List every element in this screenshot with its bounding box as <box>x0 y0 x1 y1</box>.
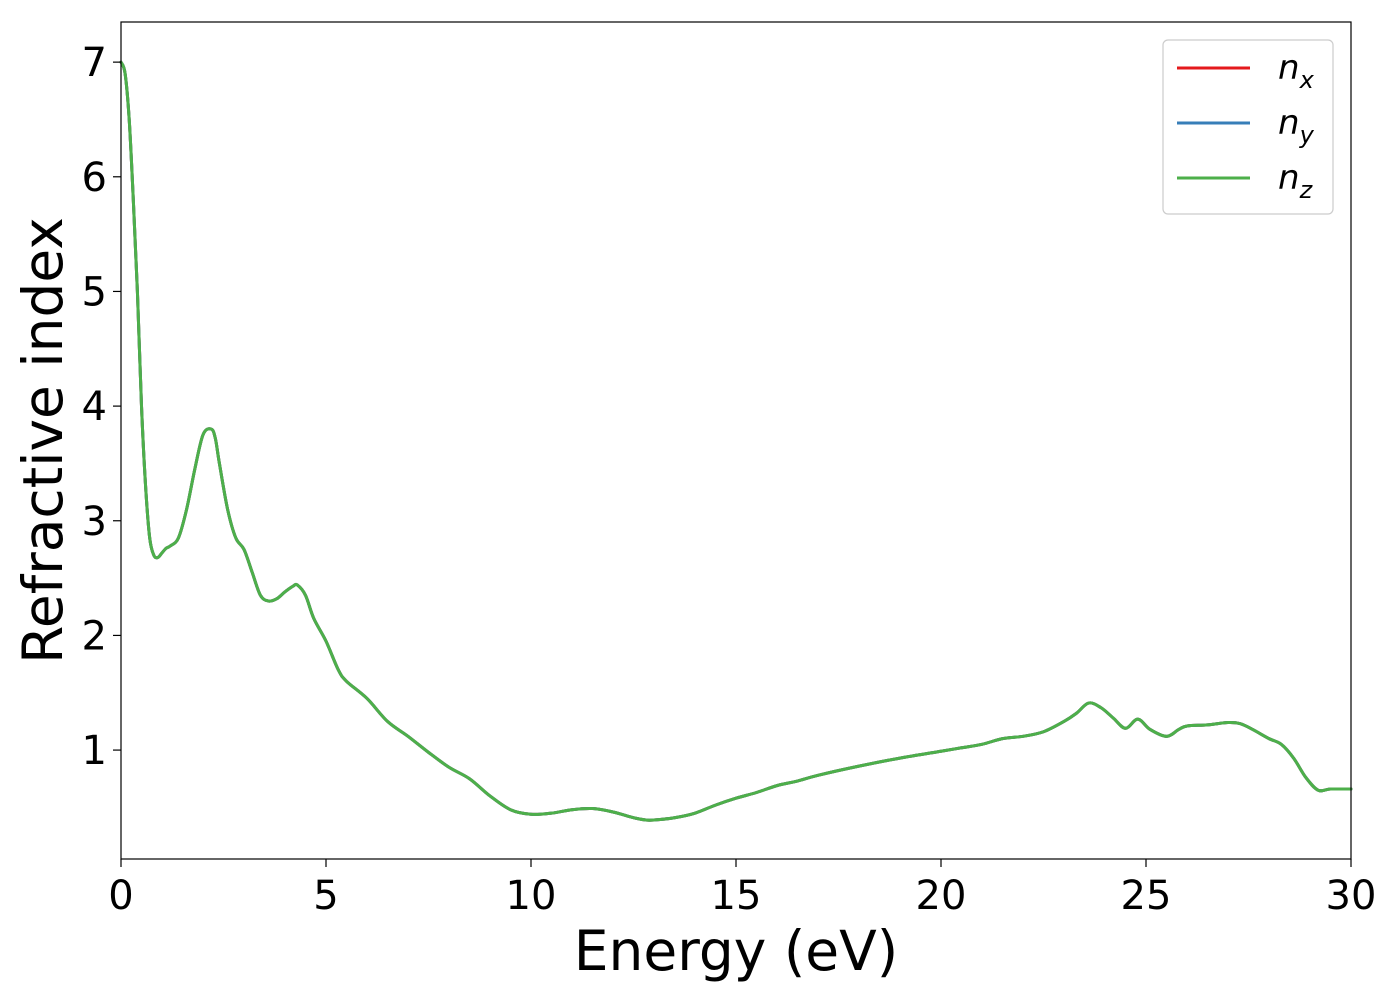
x-tick-label: 30 <box>1326 873 1377 919</box>
legend-box <box>1162 39 1334 215</box>
x-axis-ticks: 0 5 10 15 20 25 30 <box>108 859 1376 919</box>
y-axis-title: Refractive index <box>11 217 75 664</box>
legend-label-subscript: y <box>1299 121 1315 149</box>
legend-label-subscript: x <box>1299 66 1315 94</box>
series-line-z <box>119 60 1353 822</box>
y-tick-label: 2 <box>82 613 107 659</box>
x-tick-label: 15 <box>711 873 762 919</box>
x-tick-label: 5 <box>313 873 338 919</box>
series-layer <box>119 60 1353 822</box>
y-tick-label: 1 <box>82 728 107 774</box>
y-tick-label: 4 <box>82 384 107 430</box>
y-tick-label: 6 <box>82 155 107 201</box>
x-axis-title: Energy (eV) <box>574 919 898 983</box>
x-tick-label: 20 <box>916 873 967 919</box>
x-tick-label: 10 <box>506 873 557 919</box>
y-axis-ticks: 1 2 3 4 5 6 7 <box>82 40 121 774</box>
y-tick-label: 7 <box>82 40 107 86</box>
x-tick-label: 0 <box>108 873 133 919</box>
x-tick-label: 25 <box>1121 873 1172 919</box>
legend-label-subscript: z <box>1299 176 1314 204</box>
y-tick-label: 3 <box>82 499 107 545</box>
y-tick-label: 5 <box>82 269 107 315</box>
